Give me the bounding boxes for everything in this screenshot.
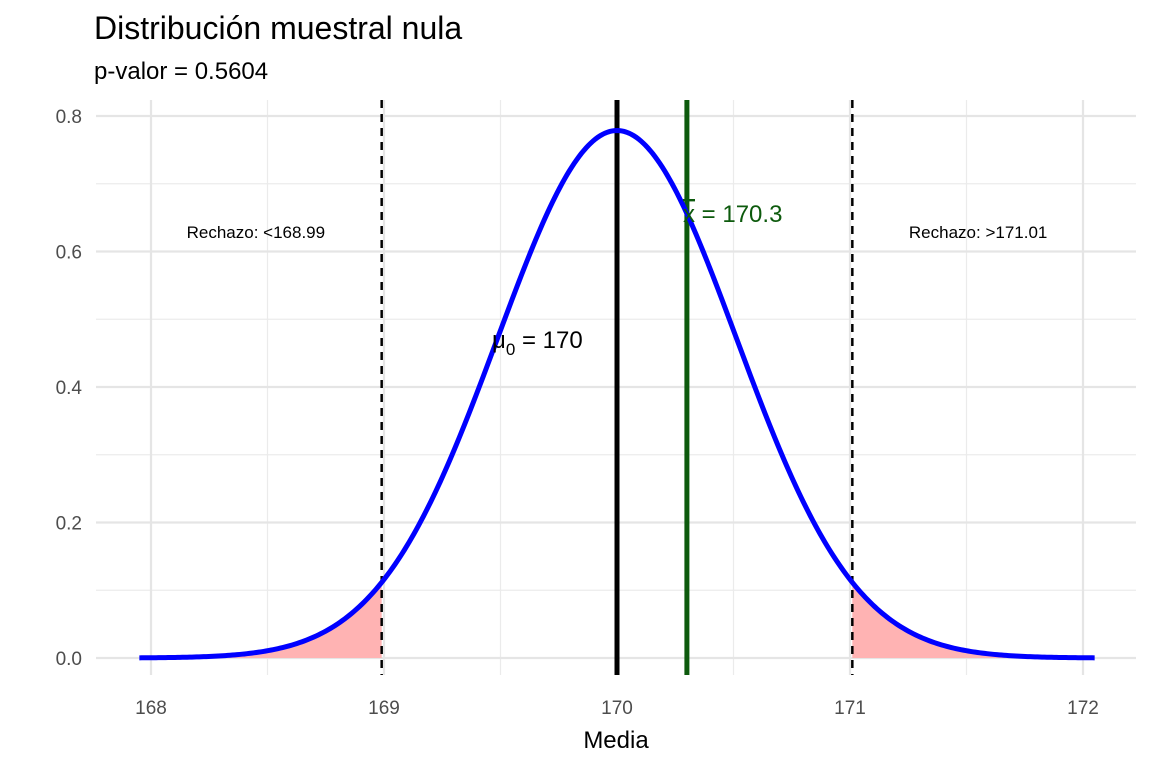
mu0-label: μ0 = 170 [492,327,583,359]
mu0-subscript: 0 [506,340,515,359]
x-axis-label: Media [583,727,649,754]
chart-subtitle: p-valor = 0.5604 [94,58,269,85]
x-tick-label: 168 [135,698,167,719]
y-tick-label: 0.8 [56,107,82,128]
mu0-symbol: μ [492,327,506,354]
x-tick-label: 170 [601,698,633,719]
x-tick-label: 169 [368,698,400,719]
chart-title: Distribución muestral nula [94,10,463,46]
annotations: Rechazo: <168.99 Rechazo: >171.01 μ0 = 1… [187,201,1048,754]
xbar-label: x = 170.3 [683,201,782,228]
rejection-area-right [852,582,1095,658]
x-tick-label: 171 [834,698,866,719]
rejection-label-left: Rechazo: <168.99 [187,223,325,242]
xbar-symbol: x [683,201,695,228]
y-tick-label: 0.0 [56,649,82,670]
axis-tick-labels: 168 169 170 171 172 0.0 0.2 0.4 0.6 0.8 [56,107,1099,719]
x-tick-label: 172 [1067,698,1099,719]
mu0-value: = 170 [515,327,582,354]
rejection-regions [139,582,1095,658]
y-tick-label: 0.4 [56,378,83,399]
rejection-area-left [139,582,382,658]
density-curve [139,128,1095,661]
rejection-label-right: Rechazo: >171.01 [909,223,1047,242]
y-tick-label: 0.2 [56,514,82,535]
y-tick-label: 0.6 [56,243,82,264]
xbar-value: = 170.3 [695,201,782,228]
